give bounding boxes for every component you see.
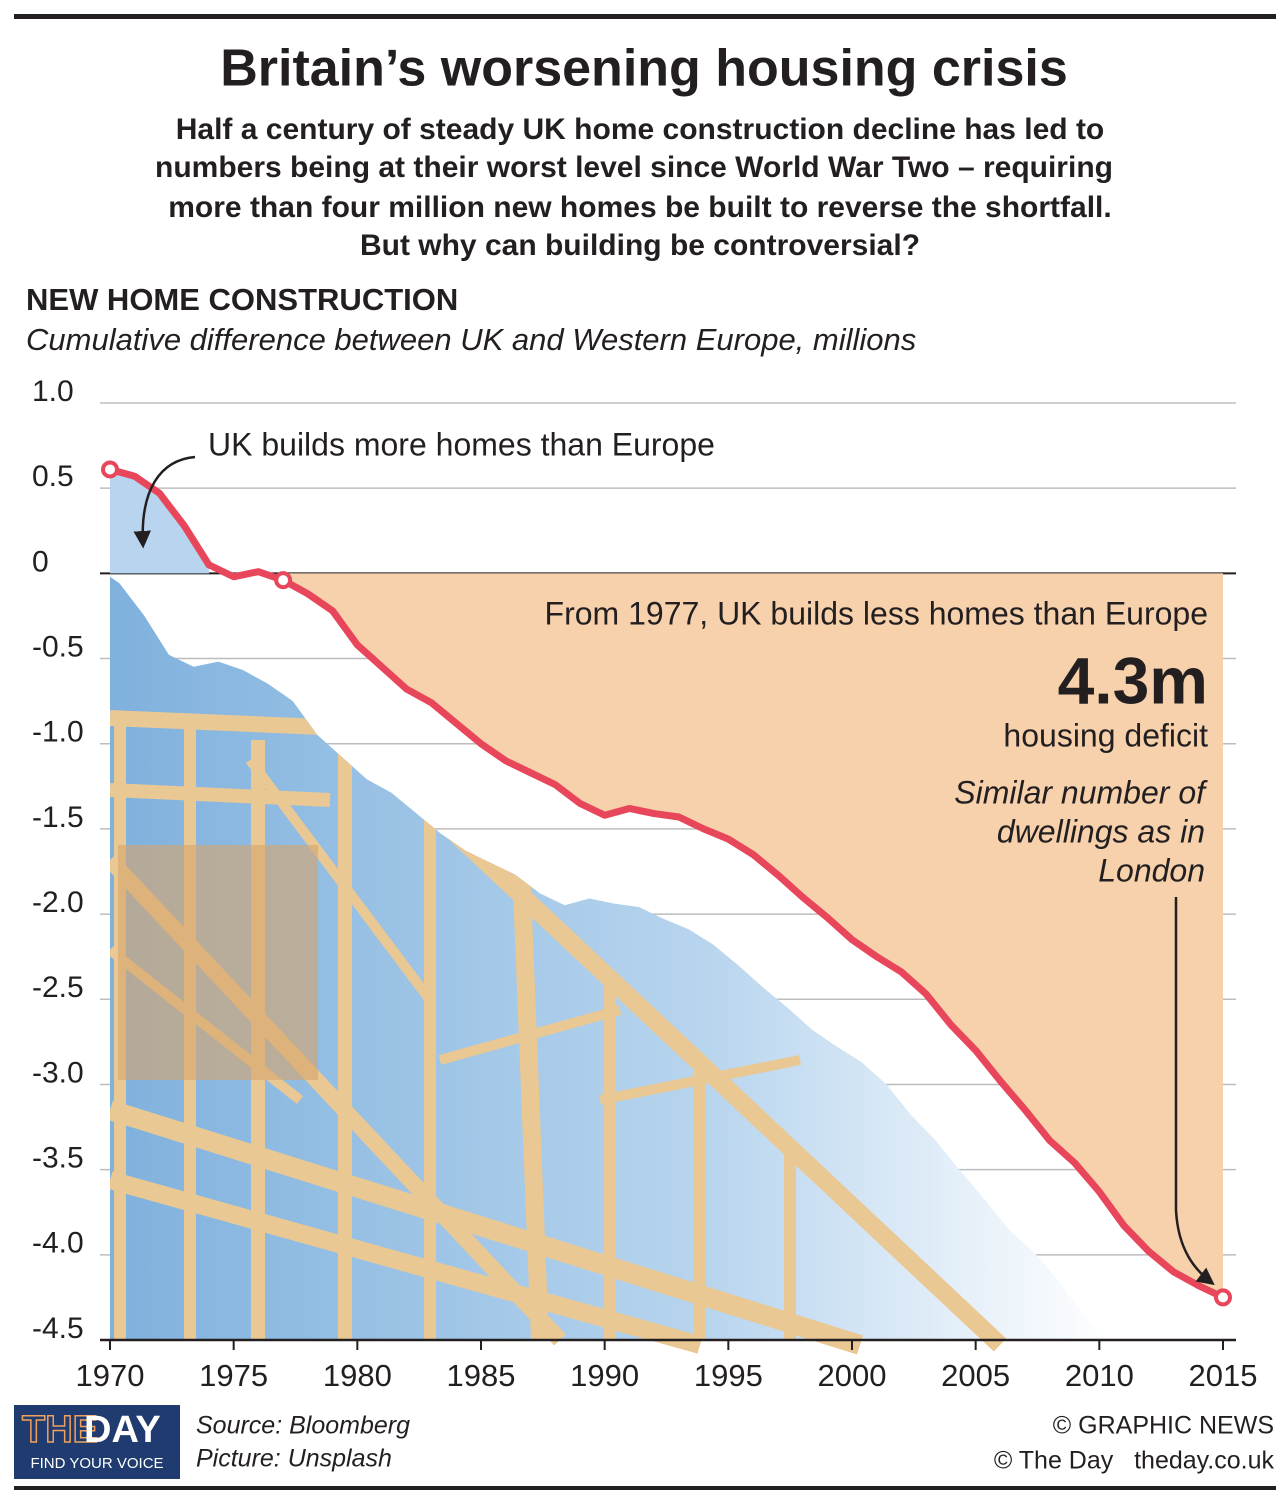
y-tick-label: -2.5 — [32, 971, 84, 1004]
section-heading: NEW HOME CONSTRUCTION — [26, 282, 458, 317]
source: Source: Bloomberg — [196, 1412, 410, 1440]
subtitle: Half a century of steady UK home constru… — [155, 113, 1113, 262]
y-tick-label: -4.0 — [32, 1227, 84, 1260]
y-tick-label: 1.0 — [32, 375, 74, 408]
x-tick-label: 1995 — [694, 1358, 763, 1393]
credit: © The Day theday.co.uk — [994, 1447, 1275, 1475]
x-tick-label: 2015 — [1189, 1358, 1258, 1393]
y-axis-label: Cumulative difference between UK and Wes… — [26, 322, 916, 357]
y-tick-label: -3.5 — [32, 1142, 84, 1175]
x-tick-label: 1990 — [570, 1358, 639, 1393]
logo-tagline: FIND YOUR VOICE — [30, 1455, 163, 1472]
x-tick-label: 1970 — [76, 1358, 145, 1393]
highlight-marker — [274, 571, 293, 590]
surplus-area — [110, 469, 209, 574]
annotation: Similar number of — [954, 774, 1208, 810]
y-tick-label: -1.0 — [32, 716, 84, 749]
credit: © GRAPHIC NEWS — [1053, 1412, 1274, 1440]
annotations: UK builds more homes than Europe From 19… — [133, 426, 1215, 1286]
highlight-marker — [101, 460, 119, 479]
y-tick-label: 0.5 — [32, 460, 74, 493]
surplus-arrow — [133, 455, 196, 549]
y-tick-label: -4.5 — [32, 1312, 84, 1345]
y-tick-label: -2.0 — [32, 886, 84, 919]
subtitle-line: numbers being at their worst level since… — [155, 151, 1113, 184]
x-tick-label: 2010 — [1065, 1358, 1134, 1393]
annotation: housing deficit — [1003, 717, 1208, 753]
y-tick-label: -1.5 — [32, 801, 84, 834]
chart-title: Britain’s worsening housing crisis — [220, 40, 1068, 98]
x-tick-label: 1985 — [447, 1358, 516, 1393]
annotation: dwellings as in — [997, 813, 1205, 849]
logo — [14, 1405, 180, 1479]
logo-the: THE — [22, 1409, 98, 1451]
axes: 1.0 0.5 0 -0.5 -1.0 -1.5 -2.0 -2.5 -3.0 -3.5 -4.0 -… — [32, 375, 1257, 1393]
subtitle-line: But why can building be controversial? — [360, 229, 920, 262]
footer: THE DAY FIND YOUR VOICE Source: Bloomber… — [14, 1405, 1274, 1479]
photo-board — [118, 845, 318, 1080]
annotation: London — [1098, 852, 1205, 888]
x-tick-label: 1975 — [199, 1358, 268, 1393]
series — [101, 460, 1232, 1307]
y-tick-label: -0.5 — [32, 630, 84, 663]
source: Picture: Unsplash — [196, 1445, 392, 1473]
x-tick-label: 2005 — [941, 1358, 1010, 1393]
x-tick-label: 2000 — [818, 1358, 887, 1393]
line — [109, 466, 1225, 1301]
y-tick-label: -3.0 — [32, 1056, 84, 1089]
subtitle-line: more than four million new homes be buil… — [168, 191, 1111, 224]
top-rule — [14, 14, 1276, 19]
annotation: UK builds more homes than Europe — [208, 426, 715, 462]
bottom-rule — [14, 1486, 1276, 1490]
highlight-marker — [1214, 1288, 1232, 1307]
subtitle-line: Half a century of steady UK home constru… — [176, 113, 1105, 146]
note-arrow — [1174, 897, 1215, 1286]
y-tick-label: 0 — [32, 545, 49, 578]
big-number: 4.3m — [1058, 643, 1208, 717]
deficit-area — [283, 573, 1224, 1298]
annotation: From 1977, UK builds less homes than Eur… — [545, 595, 1208, 631]
x-tick-label: 1980 — [323, 1358, 392, 1393]
logo-day: DAY — [84, 1409, 161, 1451]
